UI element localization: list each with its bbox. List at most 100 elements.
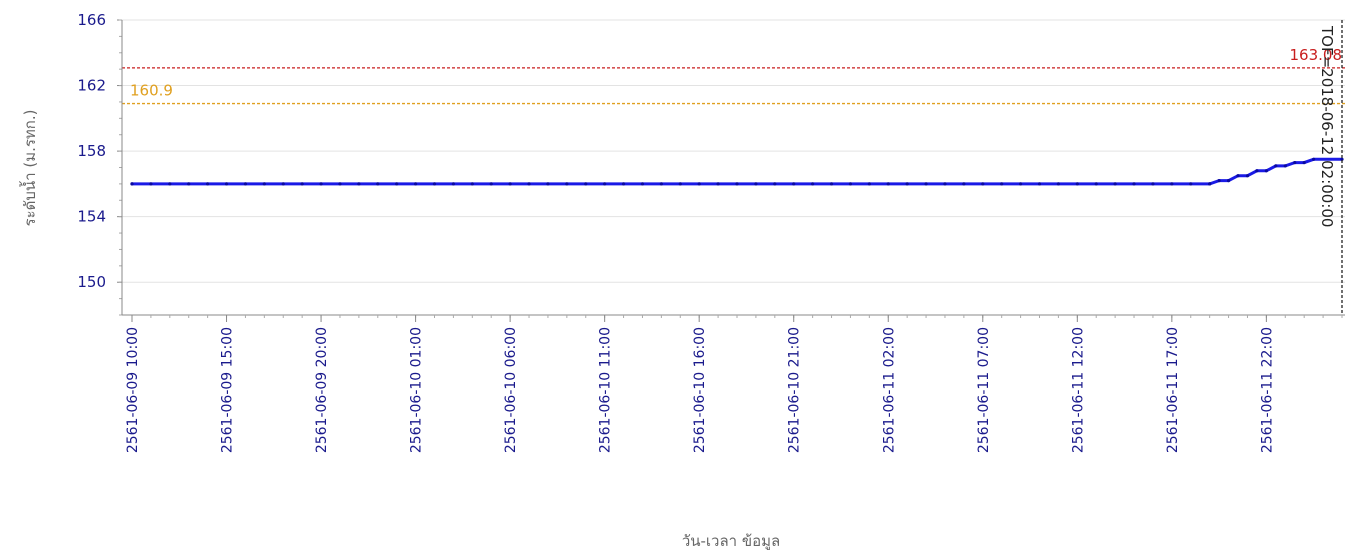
x-tick-label: 2561-06-10 01:00 bbox=[409, 327, 425, 453]
data-point bbox=[1094, 182, 1098, 186]
data-point bbox=[1018, 182, 1023, 186]
data-point bbox=[603, 182, 607, 186]
data-point bbox=[168, 182, 172, 186]
data-point bbox=[1226, 179, 1231, 183]
data-point bbox=[432, 182, 437, 186]
data-point bbox=[1000, 182, 1004, 186]
data-point bbox=[697, 182, 701, 186]
data-point bbox=[905, 182, 909, 186]
y-tick-label: 166 bbox=[77, 11, 106, 29]
data-point bbox=[1208, 182, 1212, 186]
data-point bbox=[867, 182, 871, 186]
x-tick-label: 2561-06-10 06:00 bbox=[503, 327, 519, 453]
current-time-marker: TOF=2018-06-12 02:00:00 bbox=[1318, 20, 1343, 315]
data-point bbox=[376, 182, 380, 186]
data-point bbox=[848, 182, 853, 186]
data-point bbox=[811, 182, 815, 186]
y-tick-label: 162 bbox=[77, 77, 106, 95]
data-point bbox=[886, 182, 890, 186]
data-point bbox=[1264, 169, 1268, 173]
data-point bbox=[640, 182, 645, 186]
data-point bbox=[262, 182, 266, 186]
data-point bbox=[546, 182, 550, 186]
data-point bbox=[1255, 169, 1259, 173]
data-point bbox=[300, 182, 304, 186]
x-tick-label: 2561-06-09 15:00 bbox=[220, 327, 236, 453]
y-tick-label: 154 bbox=[77, 208, 106, 226]
data-point bbox=[130, 182, 134, 186]
data-point bbox=[451, 182, 456, 186]
data-point bbox=[1293, 160, 1297, 165]
data-point bbox=[1245, 174, 1250, 178]
x-tick-label: 2561-06-11 02:00 bbox=[881, 327, 897, 453]
data-point bbox=[981, 182, 985, 186]
data-point bbox=[338, 182, 342, 186]
data-point bbox=[395, 182, 399, 186]
x-axis-title: วัน-เวลา ข้อมูล bbox=[682, 532, 780, 550]
axes: 166 162 158 154 150 2561-06-09 10:00 2561-06-0… bbox=[77, 11, 1345, 453]
x-tick-label: 2561-06-10 21:00 bbox=[787, 327, 803, 453]
data-point bbox=[829, 182, 834, 186]
data-point bbox=[281, 182, 285, 186]
data-point bbox=[508, 182, 512, 186]
data-point bbox=[565, 182, 569, 186]
data-point bbox=[149, 182, 153, 186]
x-tick-label: 2561-06-10 11:00 bbox=[598, 327, 614, 453]
data-point bbox=[1217, 179, 1221, 183]
data-point bbox=[1132, 182, 1136, 186]
data-point bbox=[962, 182, 966, 186]
current-time-label: TOF=2018-06-12 02:00:00 bbox=[1318, 25, 1336, 227]
y-tick-label: 150 bbox=[77, 273, 106, 291]
data-point bbox=[489, 182, 493, 186]
data-point bbox=[943, 182, 947, 186]
data-point bbox=[527, 182, 531, 186]
data-point bbox=[357, 182, 361, 186]
series-layer bbox=[130, 157, 1344, 186]
data-point bbox=[1170, 182, 1174, 186]
x-tick-label: 2561-06-11 22:00 bbox=[1259, 327, 1275, 453]
x-tick-label: 2561-06-11 17:00 bbox=[1165, 327, 1181, 453]
reference-line-label: 163.08 bbox=[1290, 46, 1343, 64]
data-point bbox=[792, 182, 796, 186]
data-point bbox=[924, 182, 928, 186]
data-point bbox=[716, 182, 720, 186]
data-point bbox=[1302, 160, 1306, 165]
grid-lines bbox=[122, 19, 1345, 283]
data-point bbox=[243, 182, 248, 186]
data-point bbox=[1113, 182, 1117, 186]
data-point bbox=[206, 182, 210, 186]
data-point bbox=[659, 182, 663, 186]
data-point bbox=[1283, 164, 1287, 168]
data-point bbox=[224, 182, 229, 186]
data-point bbox=[1340, 157, 1344, 161]
data-point bbox=[621, 182, 626, 186]
reference-lines: 163.08 160.9 bbox=[122, 46, 1345, 105]
data-point bbox=[1151, 182, 1155, 186]
data-point bbox=[470, 182, 474, 186]
data-point bbox=[1037, 182, 1042, 186]
x-tick-label: 2561-06-10 16:00 bbox=[692, 327, 708, 453]
data-point bbox=[187, 182, 191, 186]
y-axis-title: ระดับน้ำ (ม.รทก.) bbox=[19, 110, 39, 227]
data-point bbox=[754, 182, 758, 186]
data-point bbox=[773, 182, 777, 186]
data-point bbox=[1056, 182, 1061, 186]
y-tick-label: 158 bbox=[77, 142, 106, 160]
x-tick-label: 2561-06-11 12:00 bbox=[1070, 327, 1086, 453]
data-point bbox=[1075, 182, 1079, 186]
data-point bbox=[413, 182, 418, 186]
data-point bbox=[1236, 174, 1240, 178]
series-line bbox=[132, 157, 1342, 186]
data-point bbox=[584, 182, 588, 186]
reference-line-label: 160.9 bbox=[130, 82, 173, 100]
data-point bbox=[1274, 164, 1278, 168]
x-tick-label: 2561-06-11 07:00 bbox=[976, 327, 992, 453]
data-point bbox=[735, 182, 739, 186]
data-point bbox=[1312, 157, 1316, 161]
data-point bbox=[678, 182, 682, 186]
data-point bbox=[1189, 182, 1193, 186]
x-tick-label: 2561-06-09 10:00 bbox=[125, 327, 141, 453]
x-tick-label: 2561-06-09 20:00 bbox=[314, 327, 330, 453]
data-point bbox=[319, 182, 323, 186]
